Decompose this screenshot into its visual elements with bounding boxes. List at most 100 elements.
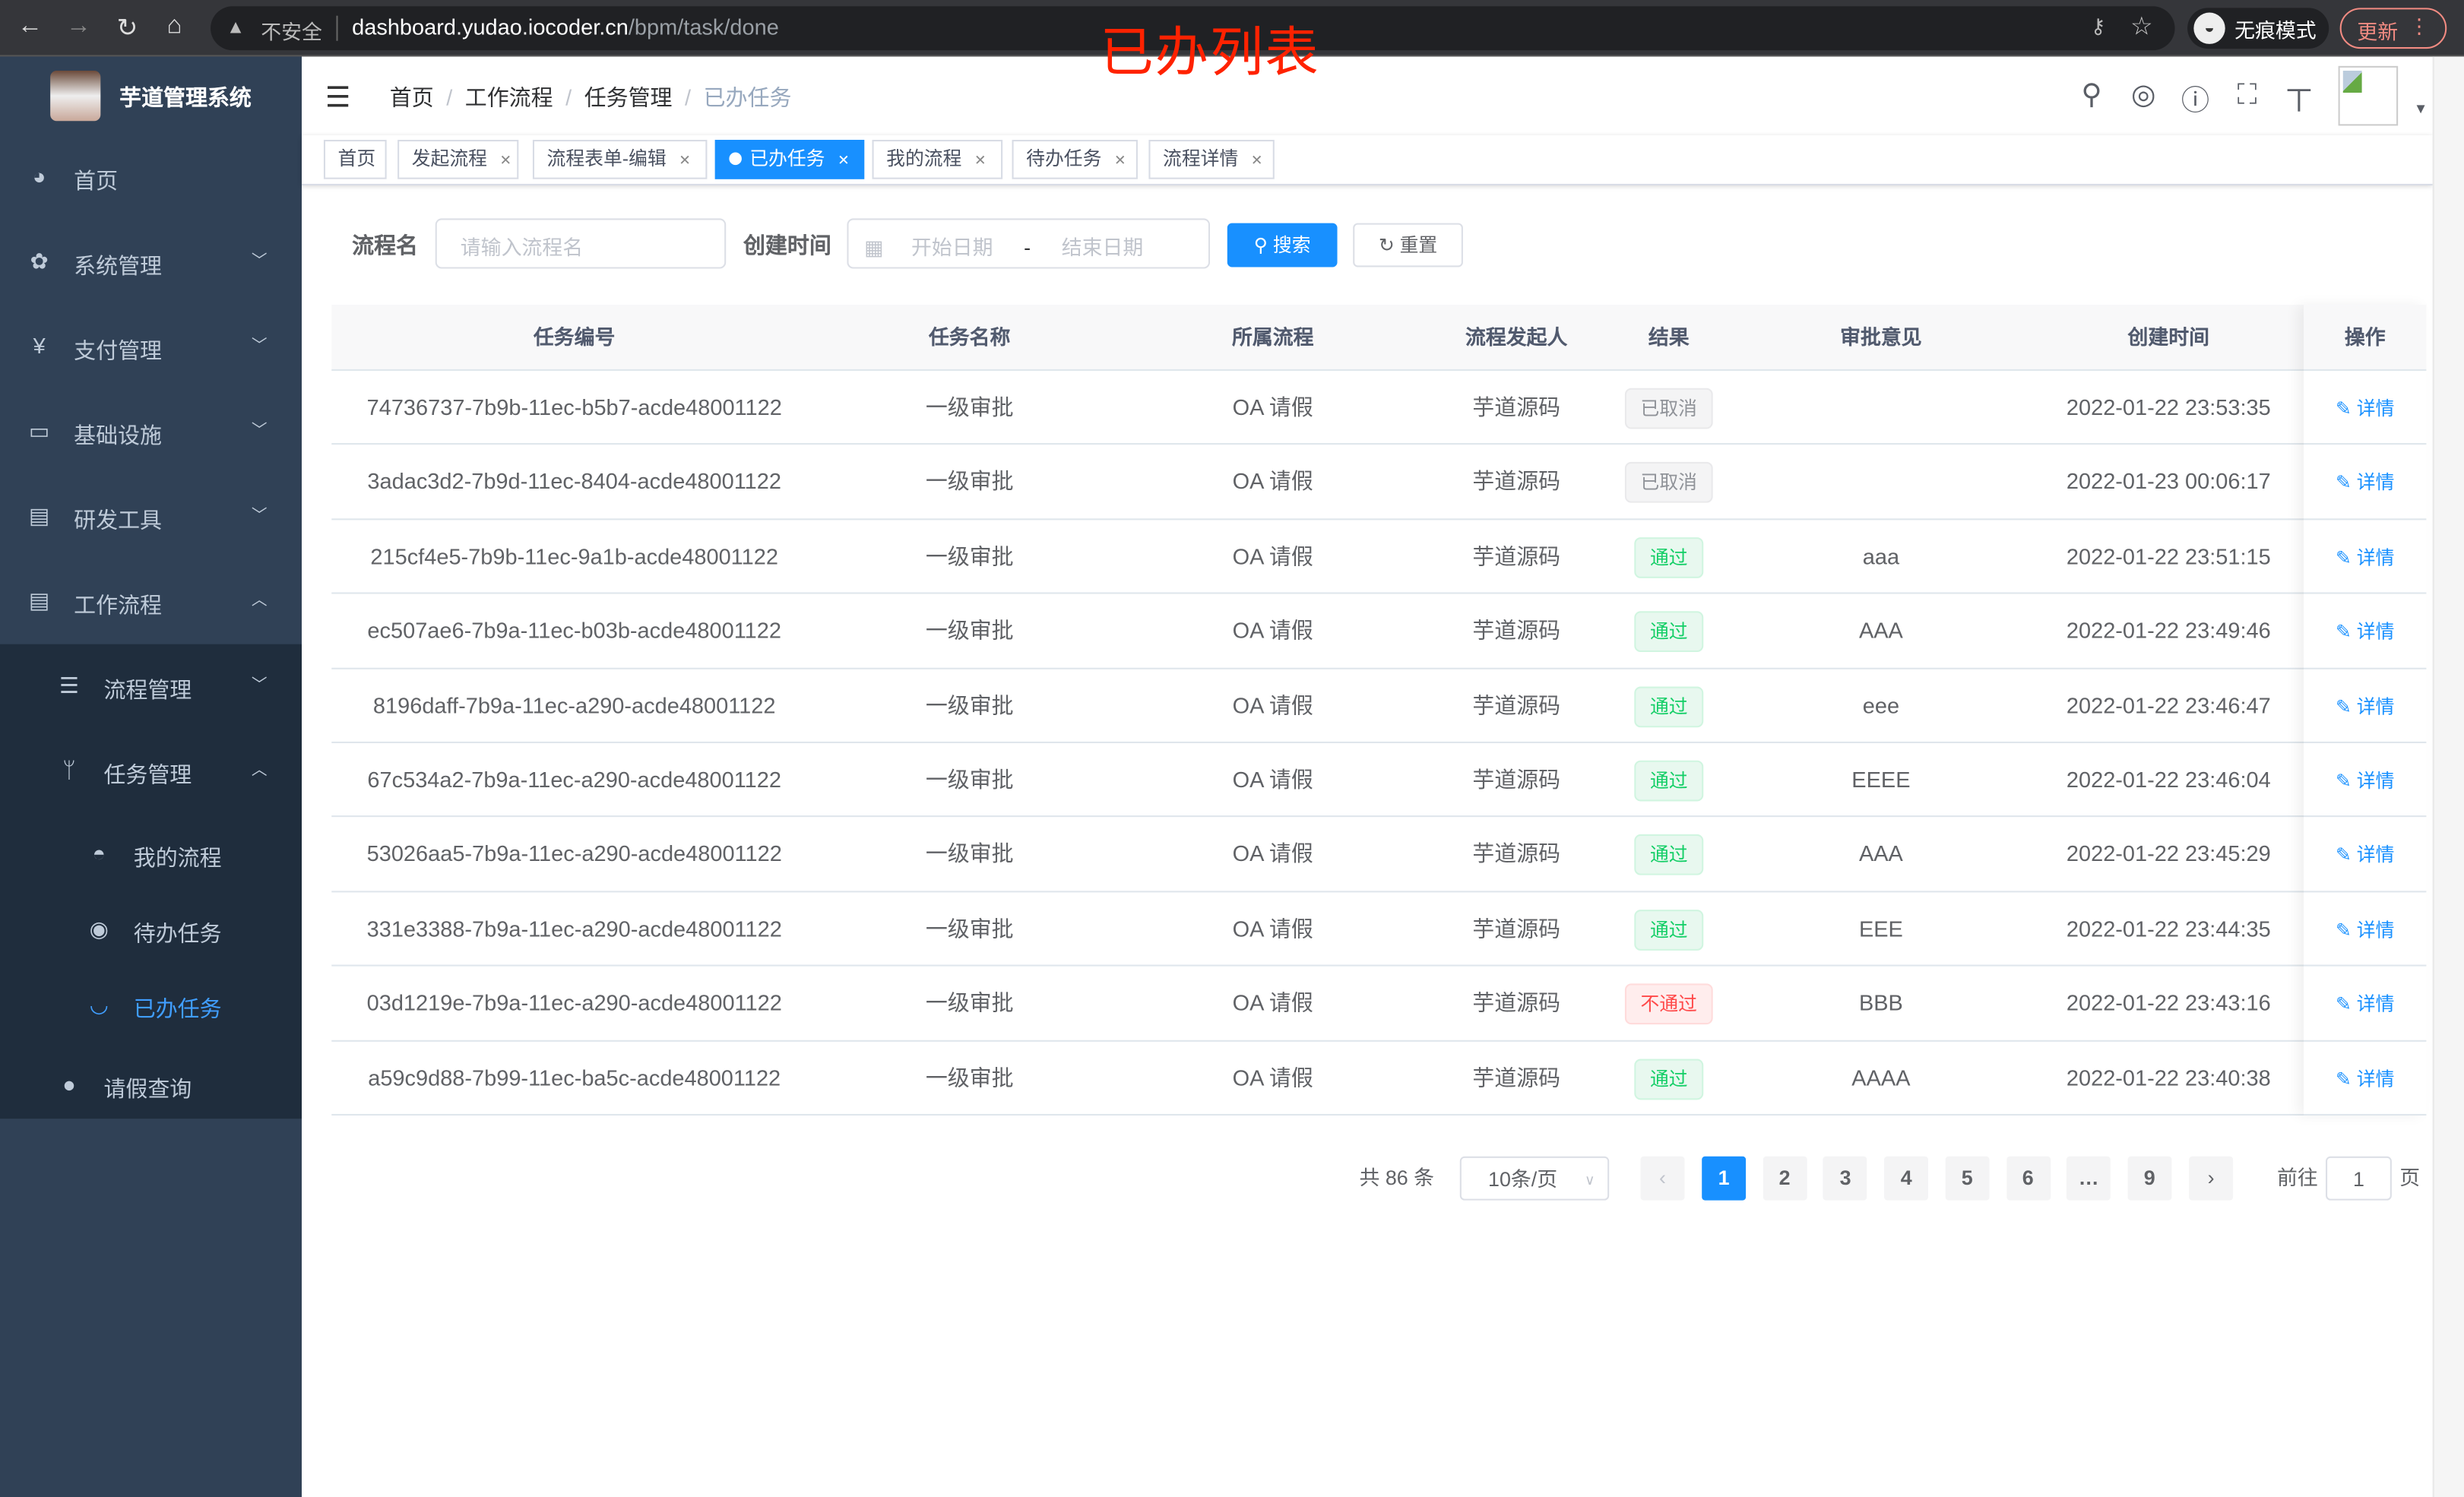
detail-button[interactable]: ✎ 详情 [2336,919,2394,941]
chevron-up-icon: ︿ [251,761,268,780]
cell-text: 一级审批 [925,766,1014,793]
back-icon[interactable]: ← [17,12,43,40]
search-button[interactable]: ⚲ 搜索 [1227,223,1338,267]
home-icon[interactable]: ⌂ [166,12,182,40]
tag[interactable]: 我的流程 ✕ [872,140,1003,179]
forward-icon[interactable]: → [65,12,91,40]
detail-button[interactable]: ✎ 详情 [2336,844,2394,866]
sidebar-item[interactable]: ● 请假查询 [0,1043,302,1128]
page-button[interactable]: 9 [2127,1156,2172,1201]
sidebar-item[interactable]: ◡ 已办任务 [0,968,302,1043]
cell-text: 2022-01-22 23:49:46 [2066,617,2271,644]
page-button[interactable]: … [2067,1156,2111,1201]
end-date-input[interactable]: 结束日期 [1061,236,1144,260]
tag[interactable]: 已办任务 ✕ [714,140,865,179]
sidebar-item[interactable]: ▤ 工作流程 ︿ [0,559,302,644]
sidebar-item[interactable]: ☰ 流程管理 ﹀ [0,644,302,730]
page-button[interactable]: 3 [1823,1156,1868,1201]
cell-text: 2022-01-22 23:45:29 [2066,840,2271,867]
column-header: 流程发起人 [1465,324,1568,350]
page-button[interactable]: 6 [2006,1156,2051,1201]
sidebar-item[interactable]: ◕ 首页 [0,135,302,220]
reload-icon[interactable]: ↻ [116,15,138,43]
goto-page-input[interactable]: 1 [2326,1156,2392,1201]
result-badge: 不通过 [1624,983,1713,1025]
detail-button[interactable]: ✎ 详情 [2336,621,2394,643]
tag[interactable]: 首页 [323,140,387,179]
star-icon[interactable]: ☆ [2130,14,2153,41]
breadcrumb-item[interactable]: 工作流程 [464,84,553,110]
sidebar-item[interactable]: ▭ 基础设施 ﹀ [0,390,302,475]
column-header: 所属流程 [1231,324,1314,350]
tag-label: 流程详情 [1163,147,1239,170]
sidebar-item[interactable]: ◉ 待办任务 [0,892,302,967]
sidebar-item[interactable]: ¥ 支付管理 ﹀ [0,305,302,390]
detail-button[interactable]: ✎ 详情 [2336,546,2394,568]
incognito-badge[interactable]: ◒ 无痕模式 [2187,8,2329,49]
caret-down-icon[interactable]: ▼ [2413,100,2428,117]
tag[interactable]: 流程详情 ✕ [1148,140,1275,179]
table-cell: ✎ 详情 [2304,967,2426,1039]
detail-label: 详情 [2356,844,2395,867]
key-icon[interactable]: ⚷ [2090,14,2106,38]
fullscreen-icon[interactable]: ⛶ [2237,78,2257,110]
close-icon[interactable]: ✕ [974,152,987,169]
cell-text: 03d1219e-7b9a-11ec-a290-acde48001122 [366,989,782,1016]
sidebar-item[interactable]: ᛘ 任务管理 ︿ [0,729,302,814]
app-title: 芋道管理系统 [119,84,252,110]
breadcrumb-item[interactable]: 首页 [389,84,434,110]
github-icon[interactable]: ◎ [2130,78,2156,110]
breadcrumb-item[interactable]: 任务管理 [584,84,673,110]
table-cell: 已取消 [1609,371,1728,443]
sidebar-item-label: 已办任务 [133,995,222,1021]
more-icon: ⋮ [2409,14,2430,38]
detail-button[interactable]: ✎ 详情 [2336,770,2394,792]
close-icon[interactable]: ✕ [679,152,691,169]
cell-text: 芋道源码 [1472,617,1561,644]
detail-button[interactable]: ✎ 详情 [2336,993,2394,1015]
close-icon[interactable]: ✕ [499,152,512,169]
sidebar-item-label: 流程管理 [103,677,192,703]
next-page-button[interactable]: › [2189,1156,2234,1201]
result-badge: 通过 [1634,909,1704,951]
avatar[interactable] [2338,65,2399,126]
tag[interactable]: 流程表单-编辑 ✕ [532,140,708,179]
sidebar-item[interactable]: ✿ 系统管理 ﹀ [0,220,302,305]
table-cell: 2022-01-22 23:53:35 [2033,371,2304,443]
close-icon[interactable]: ✕ [838,152,850,169]
page-button[interactable]: 2 [1762,1156,1807,1201]
detail-button[interactable]: ✎ 详情 [2336,695,2394,717]
date-range-picker[interactable]: ▦ 开始日期 - 结束日期 [847,218,1211,269]
table-cell: 通过 [1609,520,1728,592]
tag[interactable]: 待办任务 ✕ [1012,140,1138,179]
page-button[interactable]: 1 [1702,1156,1747,1201]
update-button[interactable]: 更新 ⋮ [2339,8,2447,49]
detail-button[interactable]: ✎ 详情 [2336,472,2394,494]
search-icon[interactable]: ⚲ [2081,78,2102,110]
reset-button[interactable]: ↻ 重置 [1353,223,1463,267]
help-icon[interactable]: ⓘ [2181,84,2210,117]
page-size-select[interactable]: 10条/页 ∨ [1459,1156,1610,1201]
cell-text: 芋道源码 [1472,692,1561,718]
table-cell: 芋道源码 [1424,743,1609,815]
sidebar-item[interactable]: ◓ 我的流程 [0,817,302,892]
table-cell: 通过 [1609,892,1728,964]
close-icon[interactable]: ✕ [1113,152,1126,169]
page-scrollbar[interactable] [2432,56,2464,1497]
process-name-input[interactable]: 请输入流程名 [435,218,727,269]
detail-label: 详情 [2356,621,2395,644]
start-date-input[interactable]: 开始日期 [911,236,993,260]
close-icon[interactable]: ✕ [1250,152,1263,169]
sidebar-item[interactable]: ▤ 研发工具 ﹀ [0,474,302,559]
prev-page-button[interactable]: ‹ [1640,1156,1685,1201]
hamburger-icon[interactable]: ☰ [325,81,351,113]
font-size-icon[interactable]: ㄒ [2285,84,2314,117]
page-button[interactable]: 4 [1884,1156,1929,1201]
tag[interactable]: 发起流程 ✕ [397,140,519,179]
address-bar[interactable]: ▲ 不安全 dashboard.yudao.iocoder.cn/bpm/tas… [211,6,2175,51]
page-button[interactable]: 5 [1945,1156,1990,1201]
detail-button[interactable]: ✎ 详情 [2336,1068,2394,1090]
detail-button[interactable]: ✎ 详情 [2336,397,2394,419]
table-cell: 通过 [1609,594,1728,666]
